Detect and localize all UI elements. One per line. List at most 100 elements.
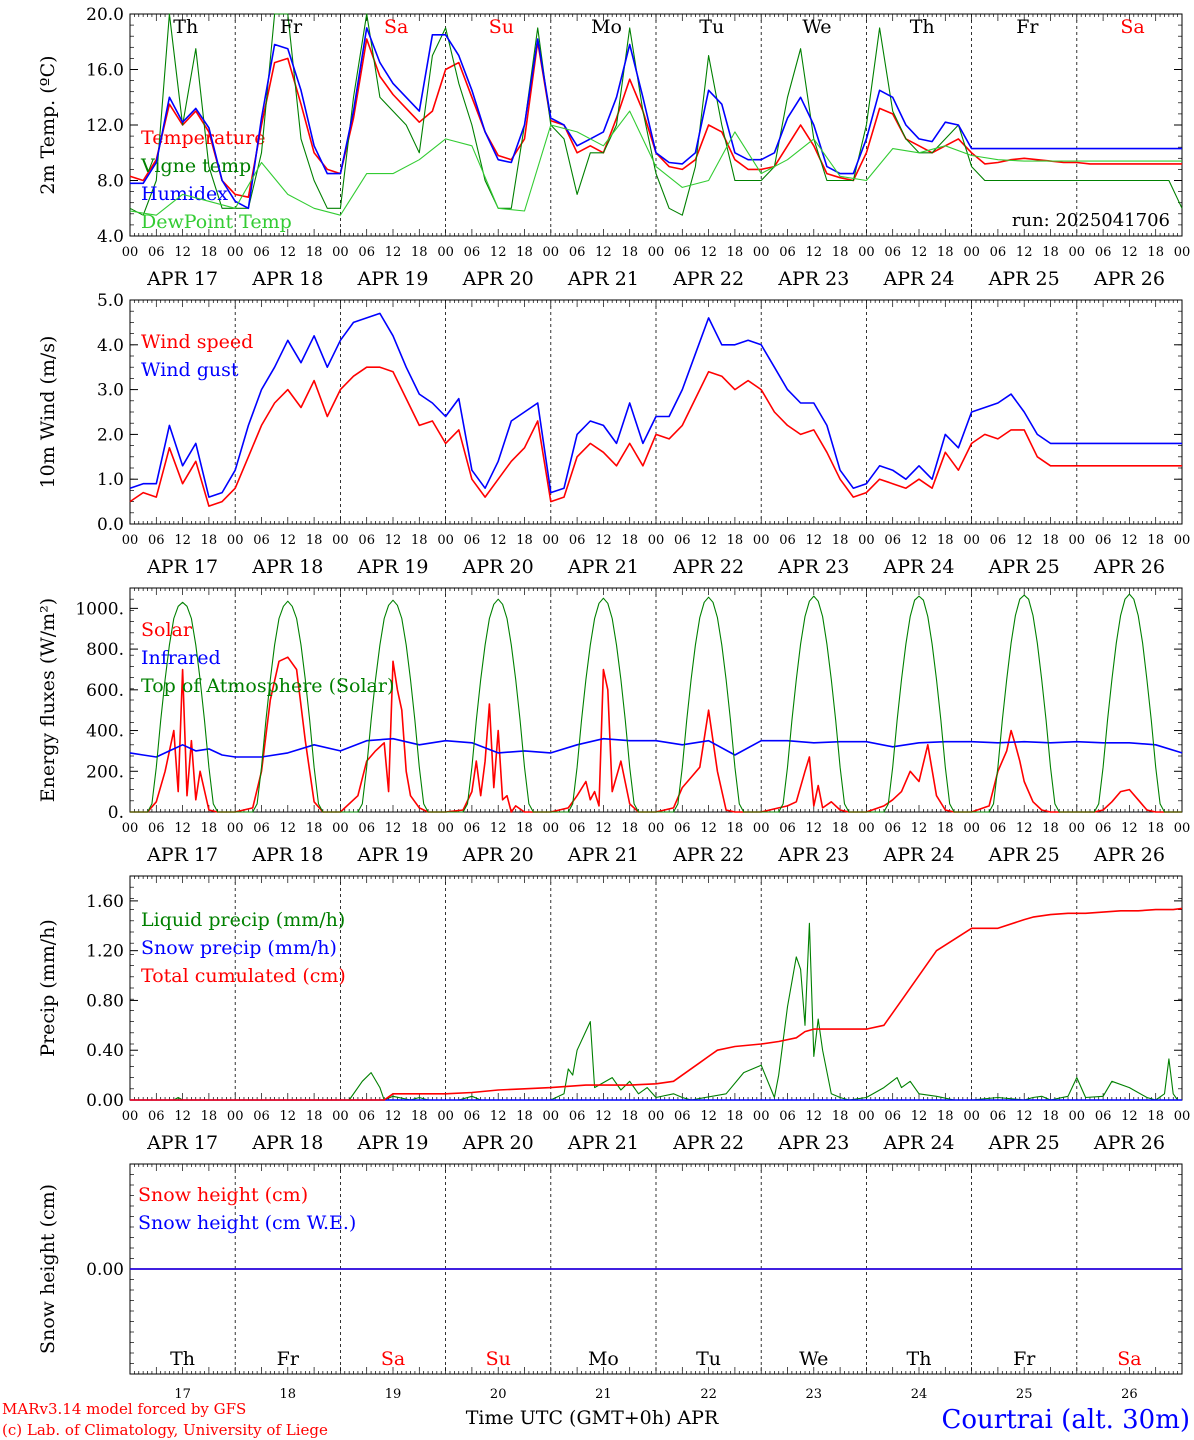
y-axis-title: Snow height (cm) bbox=[37, 1184, 59, 1354]
hour-tick-label: 06 bbox=[884, 245, 901, 260]
date-label: APR 21 bbox=[567, 1132, 639, 1154]
hour-tick-label: 06 bbox=[464, 1109, 481, 1124]
hour-tick-label: 12 bbox=[385, 533, 402, 548]
hour-tick-label: 12 bbox=[280, 245, 297, 260]
day-name-label: Su bbox=[489, 16, 514, 38]
y-tick-label: 8.0 bbox=[97, 172, 124, 192]
date-label: APR 25 bbox=[988, 844, 1060, 866]
hour-tick-label: 00 bbox=[227, 1109, 244, 1124]
day-name-label: Fr bbox=[280, 16, 303, 38]
hour-tick-label: 12 bbox=[595, 533, 612, 548]
hour-tick-label: 00 bbox=[122, 821, 139, 836]
hour-tick-label: 18 bbox=[306, 821, 323, 836]
hour-tick-label: 12 bbox=[490, 245, 507, 260]
legend-entry: Wind gust bbox=[141, 359, 239, 381]
hour-tick-label: 18 bbox=[306, 245, 323, 260]
day-name-label: Sa bbox=[1117, 1348, 1141, 1370]
time-axis-title: Time UTC (GMT+0h) APR bbox=[466, 1407, 719, 1429]
y-tick-label: 400. bbox=[86, 722, 124, 742]
day-number-label: 20 bbox=[490, 1387, 507, 1402]
hour-tick-label: 18 bbox=[201, 245, 218, 260]
hour-tick-label: 12 bbox=[1121, 245, 1138, 260]
hour-tick-label: 00 bbox=[858, 821, 875, 836]
hour-tick-label: 00 bbox=[437, 245, 454, 260]
legend-entry: Temperature bbox=[141, 127, 265, 149]
hour-tick-label: 12 bbox=[700, 1109, 717, 1124]
hour-tick-label: 12 bbox=[1016, 821, 1033, 836]
hour-tick-label: 12 bbox=[280, 821, 297, 836]
date-label: APR 24 bbox=[882, 844, 954, 866]
date-label: APR 17 bbox=[146, 1132, 218, 1154]
panel-snow: 0.00 Snow height (cm) Snow height (cm) Snow… bbox=[37, 1163, 1183, 1402]
hour-tick-label: 18 bbox=[937, 533, 954, 548]
hour-tick-label: 12 bbox=[490, 821, 507, 836]
hour-tick-label: 06 bbox=[1095, 1109, 1112, 1124]
day-name-label: Fr bbox=[1013, 1348, 1036, 1370]
hour-tick-label: 12 bbox=[911, 245, 928, 260]
hour-tick-label: 18 bbox=[727, 1109, 744, 1124]
day-number-label: 22 bbox=[700, 1387, 717, 1402]
hour-tick-label: 12 bbox=[1016, 533, 1033, 548]
hour-tick-label: 12 bbox=[385, 821, 402, 836]
hour-tick-label: 18 bbox=[1147, 821, 1164, 836]
series-line-infrared bbox=[129, 737, 1183, 758]
legend-entry: Snow height (cm) bbox=[138, 1184, 308, 1206]
hour-tick-label: 06 bbox=[990, 533, 1007, 548]
hour-tick-label: 12 bbox=[911, 821, 928, 836]
hour-tick-label: 12 bbox=[490, 533, 507, 548]
hour-tick-label: 06 bbox=[358, 821, 375, 836]
hour-tick-label: 12 bbox=[385, 1109, 402, 1124]
hour-tick-label: 00 bbox=[227, 821, 244, 836]
hour-tick-label: 18 bbox=[1147, 533, 1164, 548]
date-label: APR 20 bbox=[462, 844, 534, 866]
day-name-label: Su bbox=[486, 1348, 511, 1370]
panel-wind: 0.0 1.0 2.0 3.0 4.0 5.0 10m Wind (m/s) Wind spe… bbox=[37, 291, 1190, 578]
hour-tick-label: 12 bbox=[806, 1109, 823, 1124]
hour-tick-label: 00 bbox=[963, 1109, 980, 1124]
hour-tick-label: 18 bbox=[516, 533, 533, 548]
date-label: APR 19 bbox=[356, 268, 428, 290]
y-tick-label: 0.00 bbox=[86, 1260, 124, 1280]
hour-tick-label: 12 bbox=[490, 1109, 507, 1124]
hour-tick-label: 18 bbox=[411, 821, 428, 836]
series-line-top-of-atmosphere-solar- bbox=[130, 593, 1182, 813]
y-tick-label: 0.00 bbox=[86, 1091, 124, 1111]
hour-tick-label: 00 bbox=[1174, 1109, 1191, 1124]
hour-tick-label: 06 bbox=[253, 245, 270, 260]
hour-tick-label: 18 bbox=[727, 245, 744, 260]
hour-tick-label: 12 bbox=[174, 821, 191, 836]
hour-tick-label: 00 bbox=[753, 533, 770, 548]
series-line-solar bbox=[130, 656, 1182, 813]
hour-tick-label: 18 bbox=[1042, 821, 1059, 836]
hour-tick-label: 06 bbox=[569, 245, 586, 260]
y-tick-label: 4.0 bbox=[97, 227, 124, 247]
legend-entry: Humidex bbox=[141, 183, 228, 205]
y-tick-label: 4.0 bbox=[97, 336, 124, 356]
date-label: APR 24 bbox=[882, 556, 954, 578]
day-name-label: Fr bbox=[1016, 16, 1039, 38]
day-name-label: Tu bbox=[699, 16, 724, 38]
date-label: APR 22 bbox=[672, 556, 744, 578]
hour-tick-label: 18 bbox=[516, 821, 533, 836]
hour-tick-label: 00 bbox=[963, 533, 980, 548]
hour-tick-label: 18 bbox=[201, 821, 218, 836]
day-name-label: Mo bbox=[591, 16, 622, 38]
hour-tick-label: 12 bbox=[700, 245, 717, 260]
hour-tick-label: 12 bbox=[700, 533, 717, 548]
hour-tick-label: 00 bbox=[753, 1109, 770, 1124]
day-name-label: We bbox=[802, 16, 831, 38]
run-label: run: 2025041706 bbox=[1012, 210, 1170, 231]
hour-tick-label: 12 bbox=[174, 1109, 191, 1124]
hour-tick-label: 18 bbox=[937, 245, 954, 260]
date-label: APR 19 bbox=[356, 556, 428, 578]
hour-tick-label: 18 bbox=[832, 821, 849, 836]
legend-entry: Infrared bbox=[141, 647, 221, 669]
hour-tick-label: 00 bbox=[543, 533, 560, 548]
hour-tick-label: 06 bbox=[464, 821, 481, 836]
hour-tick-label: 00 bbox=[1174, 821, 1191, 836]
hour-tick-label: 00 bbox=[543, 245, 560, 260]
date-label: APR 20 bbox=[462, 556, 534, 578]
hour-tick-label: 00 bbox=[858, 245, 875, 260]
hour-tick-label: 18 bbox=[1042, 1109, 1059, 1124]
y-tick-label: 2.0 bbox=[97, 425, 124, 445]
